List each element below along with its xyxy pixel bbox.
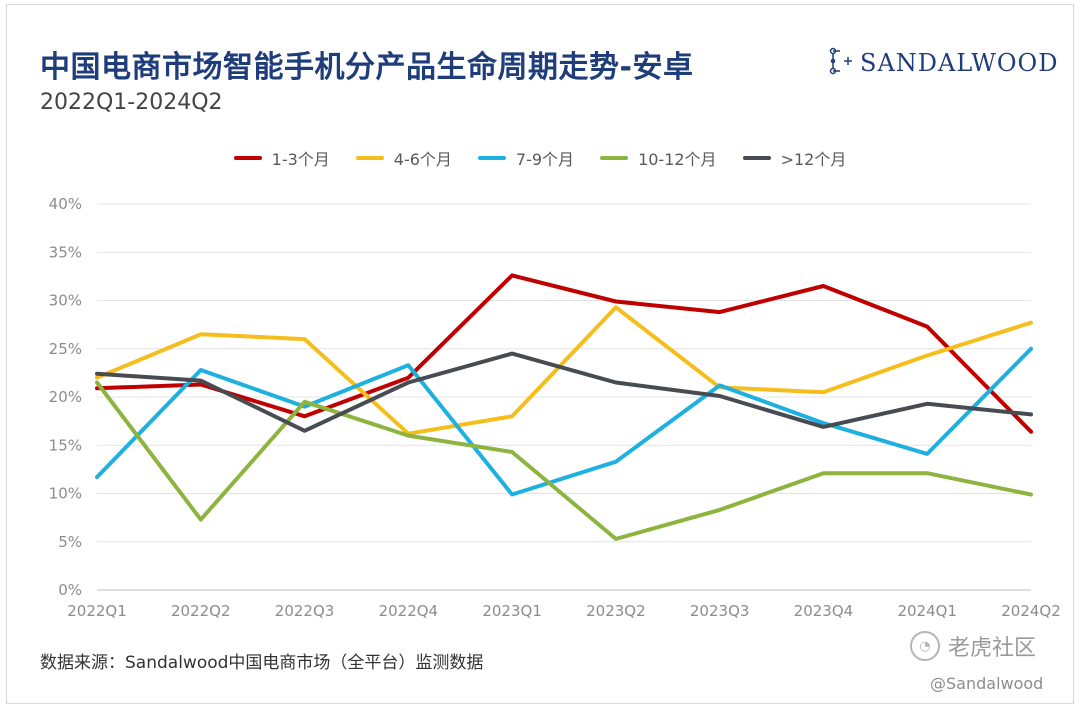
series-line bbox=[95, 305, 1033, 436]
legend-label: 4-6个月 bbox=[393, 150, 452, 169]
y-tick-label: 0% bbox=[58, 581, 82, 599]
series-line bbox=[95, 380, 1033, 541]
legend-item: 1-3个月 bbox=[233, 146, 330, 170]
x-tick-label: 2024Q1 bbox=[897, 602, 957, 620]
legend-item: >12个月 bbox=[742, 146, 847, 170]
chart-title: 中国电商市场智能手机分产品生命周期走势-安卓 bbox=[40, 50, 694, 85]
series-line bbox=[95, 351, 1033, 433]
legend-label: 10-12个月 bbox=[638, 150, 717, 169]
x-tick-label: 2022Q1 bbox=[67, 602, 127, 620]
brand-name: SANDALWOOD bbox=[860, 49, 1059, 77]
x-tick-label: 2023Q1 bbox=[482, 602, 542, 620]
y-tick-label: 25% bbox=[49, 340, 82, 358]
legend-swatch bbox=[600, 156, 629, 160]
legend-item: 7-9个月 bbox=[477, 146, 575, 170]
legend-label: 1-3个月 bbox=[271, 150, 330, 169]
line-chart: 0% 5% 10% 15% 20% 25% 30% 35% 40% 2022Q1 2022Q2 202… bbox=[49, 195, 1061, 620]
watermark-icon: ◔ bbox=[910, 631, 940, 661]
x-tick-label: 2022Q4 bbox=[379, 602, 439, 620]
watermark-text: 老虎社区 bbox=[948, 636, 1037, 661]
y-tick-label: 15% bbox=[49, 436, 82, 454]
legend-label: >12个月 bbox=[780, 150, 847, 169]
chart-legend: 1-3个月 4-6个月 7-9个月 10-12个月 >12个月 bbox=[0, 146, 1080, 170]
x-tick-label: 2023Q2 bbox=[586, 602, 646, 620]
y-tick-label: 35% bbox=[49, 243, 82, 261]
legend-swatch bbox=[742, 156, 771, 160]
chart-frame bbox=[6, 4, 1074, 704]
y-tick-label: 10% bbox=[49, 485, 82, 503]
legend-swatch bbox=[477, 156, 506, 160]
author-handle: @Sandalwood bbox=[930, 674, 1044, 693]
x-tick-label: 2022Q2 bbox=[171, 602, 231, 620]
y-tick-label: 30% bbox=[49, 292, 82, 310]
watermark: ◔ 老虎社区 bbox=[910, 630, 1036, 662]
legend-item: 4-6个月 bbox=[355, 146, 452, 170]
legend-label: 7-9个月 bbox=[515, 150, 575, 169]
series-line bbox=[95, 273, 1033, 434]
x-tick-label: 2022Q3 bbox=[275, 602, 335, 620]
legend-item: 10-12个月 bbox=[600, 146, 717, 170]
x-tick-label: 2023Q4 bbox=[794, 602, 854, 620]
sandalwood-logo-icon bbox=[828, 46, 854, 80]
chart-subtitle: 2022Q1-2024Q2 bbox=[40, 90, 223, 115]
x-tick-label: 2023Q3 bbox=[690, 602, 750, 620]
y-tick-label: 20% bbox=[49, 388, 82, 406]
y-tick-label: 5% bbox=[58, 533, 82, 551]
brand-logo: SANDALWOOD bbox=[828, 46, 1058, 80]
x-tick-label: 2024Q2 bbox=[1001, 602, 1061, 620]
data-source-note: 数据来源：Sandalwood中国电商市场（全平台）监测数据 bbox=[40, 653, 484, 673]
legend-swatch bbox=[355, 156, 384, 160]
legend-swatch bbox=[233, 156, 262, 160]
series-line bbox=[95, 346, 1033, 497]
y-tick-label: 40% bbox=[49, 195, 82, 213]
